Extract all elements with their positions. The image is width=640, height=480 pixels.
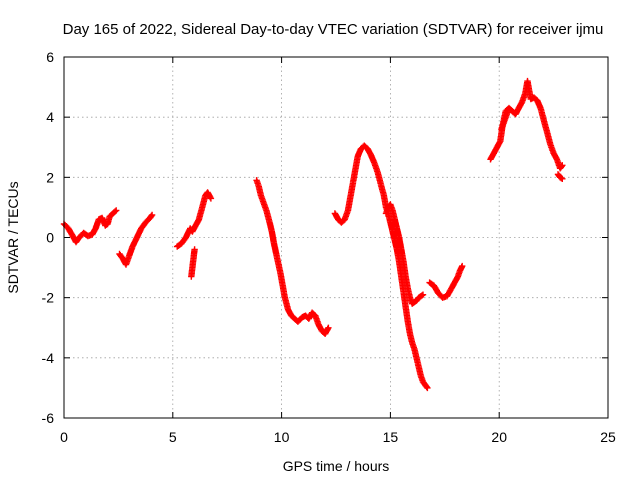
data-point <box>411 298 419 306</box>
data-point <box>277 270 286 288</box>
data-point <box>413 295 422 304</box>
series-arc-2 <box>116 211 156 268</box>
data-point <box>138 220 148 232</box>
data-point <box>302 312 311 321</box>
y-tick-label: 4 <box>46 109 54 125</box>
data-point <box>84 231 94 240</box>
data-point <box>540 117 550 134</box>
data-point <box>148 211 156 219</box>
data-point <box>102 221 110 229</box>
data-point <box>325 324 332 331</box>
data-point <box>504 108 512 115</box>
data-point <box>559 162 566 169</box>
data-point <box>556 174 565 182</box>
data-point <box>415 293 423 301</box>
data-point <box>318 327 328 336</box>
data-point <box>377 180 387 198</box>
series-arc-7b <box>498 108 512 133</box>
x-tick-label: 25 <box>600 429 616 445</box>
plot-frame <box>63 56 609 419</box>
data-point <box>268 228 277 246</box>
data-point <box>178 235 189 247</box>
y-axis-title: SDTVAR / TECUs <box>5 181 21 293</box>
data-point <box>109 208 119 217</box>
data-point <box>348 172 358 196</box>
data-point <box>422 381 430 391</box>
data-point <box>357 143 367 152</box>
data-point <box>335 216 344 225</box>
data-point <box>279 282 288 300</box>
data-point <box>527 94 537 103</box>
data-point <box>106 211 116 220</box>
data-point <box>439 293 449 301</box>
series-arc-3b <box>188 246 198 280</box>
data-point <box>113 207 120 214</box>
grid-lines <box>64 57 608 418</box>
data-point <box>338 217 347 226</box>
series-arc-7c <box>554 171 566 182</box>
data-point <box>146 212 155 222</box>
x-tick-label: 10 <box>274 429 290 445</box>
data-point <box>509 108 518 117</box>
y-tick-label: 2 <box>46 169 54 185</box>
y-tick-label: -4 <box>42 350 55 366</box>
chart-title: Day 165 of 2022, Sidereal Day-to-day VTE… <box>63 21 604 38</box>
x-tick-label: 5 <box>169 429 177 445</box>
data-point <box>116 250 126 261</box>
data-point <box>270 240 281 261</box>
y-tick-label: 6 <box>46 49 54 65</box>
series-arc-1 <box>60 207 120 246</box>
data-point <box>404 318 413 336</box>
data-point <box>556 163 565 172</box>
data-point <box>417 292 426 300</box>
data-point <box>351 154 361 178</box>
x-axis-title: GPS time / hours <box>283 458 390 474</box>
data-point <box>554 171 563 180</box>
data-point <box>191 246 198 253</box>
series-arc-3 <box>174 189 215 250</box>
series-arc-7 <box>487 77 566 172</box>
data-point <box>294 315 305 325</box>
data-point <box>308 309 318 318</box>
y-tick-label: -6 <box>42 410 55 426</box>
y-tick-label: -2 <box>42 290 55 306</box>
data-point <box>142 215 153 226</box>
data-point <box>72 235 82 246</box>
x-tick-label: 15 <box>383 429 399 445</box>
data-point <box>361 142 370 151</box>
data-point <box>419 378 428 388</box>
series-arc-5b <box>382 201 427 307</box>
x-tick-label: 0 <box>60 429 68 445</box>
data-point <box>537 104 547 122</box>
data-point <box>419 291 427 298</box>
data-point <box>559 175 566 182</box>
data-point <box>505 104 515 114</box>
series-arc-6 <box>426 262 466 301</box>
data-point <box>174 241 184 250</box>
data-point <box>530 94 540 103</box>
data-point <box>281 294 291 312</box>
series-arc-5 <box>331 142 431 392</box>
data-point <box>543 129 554 146</box>
data-point <box>288 312 297 321</box>
data-point <box>409 299 417 307</box>
data-point <box>291 315 300 324</box>
x-tick-label: 20 <box>491 429 507 445</box>
data-point <box>374 168 384 185</box>
data-point <box>430 282 441 296</box>
data-point <box>459 262 466 270</box>
data-point <box>424 384 431 392</box>
data-point <box>344 190 355 214</box>
data-point <box>207 195 215 202</box>
data-points <box>60 77 566 392</box>
tick-labels: 0 5 10 15 20 25 -6 -4 -2 0 2 4 6 <box>42 49 616 445</box>
series-arc-4 <box>253 177 332 337</box>
data-point <box>195 205 205 223</box>
data-point <box>402 303 411 324</box>
data-point <box>263 207 273 225</box>
y-tick-label: 0 <box>46 230 54 246</box>
